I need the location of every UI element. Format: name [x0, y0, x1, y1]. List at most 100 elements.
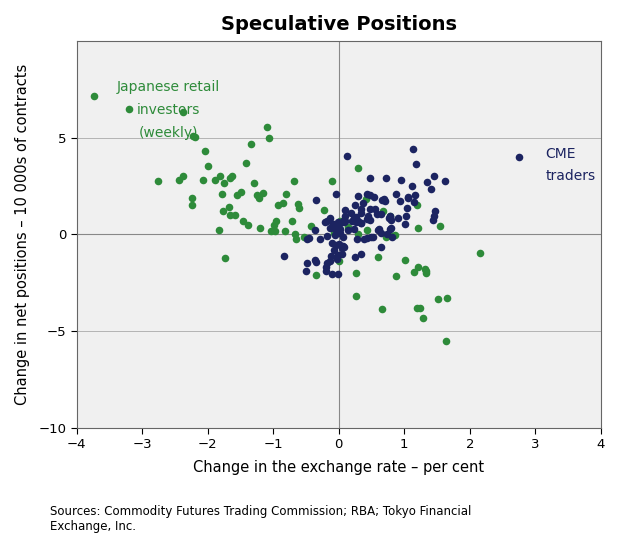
Point	[190, 132, 200, 141]
Point	[219, 253, 229, 262]
Point	[396, 175, 406, 184]
Point	[326, 257, 335, 266]
Point	[365, 205, 374, 214]
Point	[382, 229, 392, 238]
Point	[328, 220, 338, 228]
Point	[343, 223, 353, 231]
Point	[377, 196, 387, 204]
Point	[369, 192, 379, 201]
Point	[334, 226, 343, 235]
Point	[343, 226, 353, 235]
Point	[335, 216, 345, 225]
Y-axis label: Change in net positions – 10 000s of contracts: Change in net positions – 10 000s of con…	[15, 64, 30, 405]
Point	[514, 153, 524, 161]
Point	[346, 208, 356, 217]
Point	[376, 210, 386, 219]
Point	[356, 218, 366, 227]
Point	[331, 240, 341, 249]
Point	[262, 122, 272, 131]
Point	[386, 223, 396, 232]
Text: (weekly): (weekly)	[139, 126, 198, 140]
Point	[268, 221, 278, 230]
Point	[362, 189, 372, 198]
Point	[403, 194, 413, 203]
Point	[224, 203, 234, 211]
Point	[365, 215, 374, 224]
Point	[337, 244, 347, 253]
Point	[286, 217, 296, 225]
Point	[368, 232, 378, 241]
Point	[373, 226, 383, 235]
Point	[386, 212, 396, 221]
Point	[178, 108, 188, 117]
Point	[322, 259, 332, 268]
Point	[386, 212, 396, 221]
Point	[409, 198, 419, 207]
Point	[334, 270, 343, 278]
Point	[174, 176, 184, 185]
Point	[255, 224, 265, 233]
Point	[203, 161, 213, 170]
Point	[402, 204, 412, 213]
Point	[335, 229, 345, 237]
Point	[384, 214, 394, 223]
Point	[334, 251, 343, 260]
Point	[371, 205, 381, 214]
Point	[391, 189, 401, 198]
Point	[413, 263, 423, 272]
Point	[259, 189, 268, 197]
Point	[309, 256, 319, 264]
Point	[353, 192, 363, 200]
Point	[301, 266, 311, 275]
Point	[339, 243, 348, 252]
Point	[351, 269, 361, 278]
Point	[330, 223, 340, 231]
Point	[430, 212, 440, 221]
Point	[392, 214, 402, 222]
Point	[321, 267, 330, 276]
Point	[430, 207, 440, 215]
Point	[89, 92, 99, 101]
Text: CME: CME	[545, 147, 575, 161]
Point	[241, 159, 251, 167]
Point	[362, 215, 372, 223]
Point	[270, 227, 280, 236]
Point	[232, 190, 242, 199]
Point	[400, 256, 410, 264]
Point	[373, 252, 383, 261]
Point	[225, 174, 235, 182]
Point	[413, 224, 423, 233]
Point	[187, 200, 197, 209]
Point	[356, 208, 366, 217]
Point	[329, 229, 339, 237]
Point	[249, 179, 259, 187]
Point	[407, 182, 417, 190]
Point	[335, 218, 345, 227]
Point	[264, 134, 273, 143]
Point	[252, 190, 262, 199]
Point	[350, 201, 360, 210]
Point	[380, 197, 390, 206]
Point	[418, 314, 428, 322]
Point	[385, 213, 395, 221]
Point	[410, 268, 420, 277]
Point	[330, 190, 340, 199]
Point	[243, 221, 253, 230]
Point	[210, 175, 219, 184]
Point	[236, 188, 246, 196]
Point	[362, 225, 372, 234]
Point	[200, 147, 210, 155]
Point	[293, 200, 303, 209]
Point	[294, 204, 304, 213]
Point	[387, 232, 397, 241]
X-axis label: Change in the exchange rate – per cent: Change in the exchange rate – per cent	[193, 459, 484, 475]
Title: Speculative Positions: Speculative Positions	[221, 15, 457, 34]
Point	[291, 235, 301, 244]
Point	[339, 216, 348, 224]
Point	[338, 233, 348, 242]
Point	[272, 216, 281, 225]
Point	[325, 224, 335, 232]
Point	[410, 191, 420, 200]
Point	[376, 243, 386, 251]
Point	[326, 214, 335, 222]
